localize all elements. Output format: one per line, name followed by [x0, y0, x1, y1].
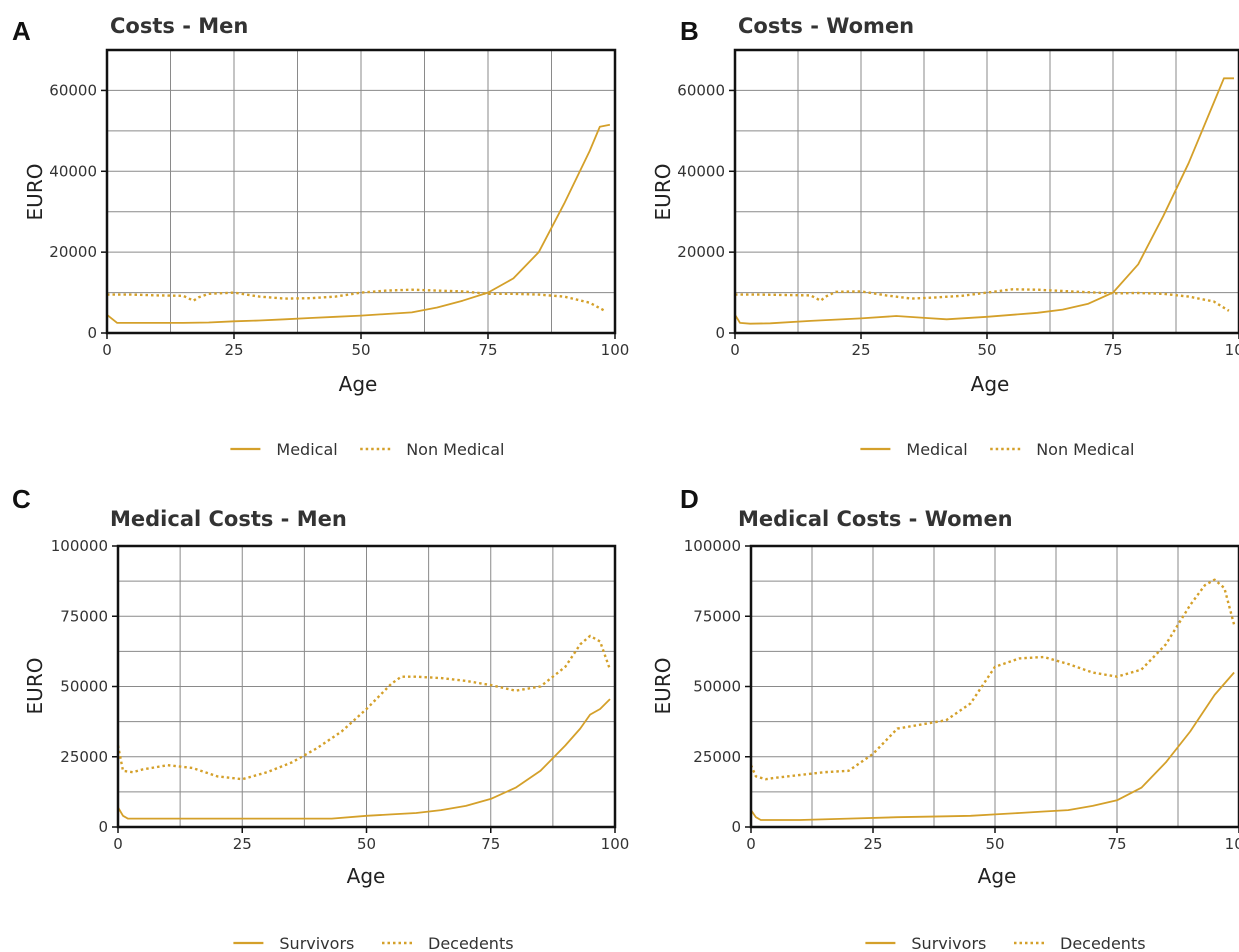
- legend-label-decedents-c: Decedents: [428, 934, 514, 952]
- series-line-non-medical-a: [107, 288, 606, 312]
- x-tick-label-c: 50: [357, 835, 376, 853]
- series-line-survivors-c: [117, 698, 611, 820]
- x-tick-label-d: 75: [1107, 835, 1126, 853]
- y-tick-label-a: 60000: [49, 81, 97, 99]
- plot-area-d: 0 25 50 75 100 0 25000 50000 75000 100000: [684, 537, 1239, 853]
- plot-area-a: 0 25 50 75 100 0 20000 40000 60000: [49, 48, 630, 359]
- panel-letter-d: D: [680, 484, 699, 514]
- y-tick-label-a: 40000: [49, 162, 97, 180]
- legend-label-survivors-d: Survivors: [911, 934, 986, 952]
- y-tick-label-d: 100000: [684, 537, 741, 555]
- chart-title-b: Costs - Women: [738, 14, 914, 38]
- legend-label-medical-b: Medical: [906, 440, 967, 459]
- chart-title-a: Costs - Men: [110, 14, 248, 38]
- series-line-medical-b: [734, 77, 1234, 325]
- y-tick-label-d: 50000: [693, 678, 741, 696]
- x-tick-label-d: 100: [1225, 835, 1239, 853]
- panel-letter-b: B: [680, 16, 699, 46]
- x-axis-label-a: Age: [339, 372, 378, 396]
- panel-d: D Medical Costs - Women 0 25 50 75 100 0 25000…: [651, 484, 1239, 952]
- panel-a: A Costs - Men 0 25 50 75 100 0 20000 40000 60000…: [12, 14, 629, 459]
- y-tick-label-b: 0: [715, 324, 725, 342]
- x-axis-label-b: Age: [971, 372, 1010, 396]
- x-tick-label-b: 0: [730, 341, 740, 359]
- x-axis-label-c: Age: [347, 864, 386, 888]
- x-tick-label-c: 25: [233, 835, 252, 853]
- panel-letter-c: C: [12, 484, 31, 514]
- series-line-decedents-d: [749, 578, 1236, 781]
- y-tick-label-b: 40000: [677, 162, 725, 180]
- x-tick-label-b: 75: [1103, 341, 1122, 359]
- legend-label-medical-a: Medical: [276, 440, 337, 459]
- x-tick-label-a: 0: [102, 341, 112, 359]
- legend-a: Medical Non Medical: [230, 440, 504, 459]
- legend-b: Medical Non Medical: [860, 440, 1134, 459]
- panel-letter-a: A: [12, 16, 31, 46]
- legend-label-non-medical-b: Non Medical: [1036, 440, 1134, 459]
- y-tick-label-d: 25000: [693, 748, 741, 766]
- x-tick-label-b: 50: [977, 341, 996, 359]
- series-line-medical-a: [106, 123, 611, 324]
- x-axis-label-d: Age: [978, 864, 1017, 888]
- x-tick-label-a: 50: [351, 341, 370, 359]
- series-line-decedents-c: [116, 634, 612, 781]
- plot-area-b: 0 25 50 75 100 0 20000 40000 60000: [677, 48, 1239, 359]
- x-tick-label-c: 100: [601, 835, 630, 853]
- y-tick-label-d: 75000: [693, 607, 741, 625]
- x-tick-label-a: 100: [601, 341, 630, 359]
- panel-b: B Costs - Women 0 25 50 75 100 0 20000 40000 600…: [651, 14, 1239, 459]
- legend-c: Survivors Decedents: [233, 934, 514, 952]
- y-axis-label-a: EURO: [23, 164, 47, 221]
- y-tick-label-a: 0: [87, 324, 97, 342]
- panel-c: C Medical Costs - Men 0 25 50 75 100 0 25000 50…: [12, 484, 629, 952]
- y-tick-label-c: 100000: [51, 537, 108, 555]
- x-tick-label-a: 75: [478, 341, 497, 359]
- x-tick-label-d: 0: [746, 835, 756, 853]
- x-tick-label-d: 50: [985, 835, 1004, 853]
- plot-area-c: 0 25 50 75 100 0 25000 50000 75000 100000: [51, 537, 630, 853]
- y-tick-label-c: 75000: [60, 607, 108, 625]
- y-axis-label-d: EURO: [651, 658, 675, 715]
- x-tick-label-d: 25: [863, 835, 882, 853]
- series-line-survivors-d: [750, 671, 1235, 821]
- chart-title-d: Medical Costs - Women: [738, 507, 1013, 531]
- y-tick-label-b: 20000: [677, 243, 725, 261]
- y-axis-label-c: EURO: [23, 658, 47, 715]
- legend-label-non-medical-a: Non Medical: [406, 440, 504, 459]
- y-tick-label-c: 50000: [60, 678, 108, 696]
- y-tick-label-a: 20000: [49, 243, 97, 261]
- legend-d: Survivors Decedents: [865, 934, 1146, 952]
- y-tick-label-b: 60000: [677, 81, 725, 99]
- series-line-non-medical-b: [735, 288, 1230, 312]
- y-tick-label-d: 0: [731, 818, 741, 836]
- y-tick-label-c: 0: [98, 818, 108, 836]
- chart-title-c: Medical Costs - Men: [110, 507, 347, 531]
- x-tick-label-a: 25: [224, 341, 243, 359]
- x-tick-label-b: 25: [851, 341, 870, 359]
- x-tick-label-b: 100: [1225, 341, 1239, 359]
- x-tick-label-c: 75: [481, 835, 500, 853]
- legend-label-survivors-c: Survivors: [279, 934, 354, 952]
- x-tick-label-c: 0: [113, 835, 123, 853]
- y-tick-label-c: 25000: [60, 748, 108, 766]
- legend-label-decedents-d: Decedents: [1060, 934, 1146, 952]
- y-axis-label-b: EURO: [651, 164, 675, 221]
